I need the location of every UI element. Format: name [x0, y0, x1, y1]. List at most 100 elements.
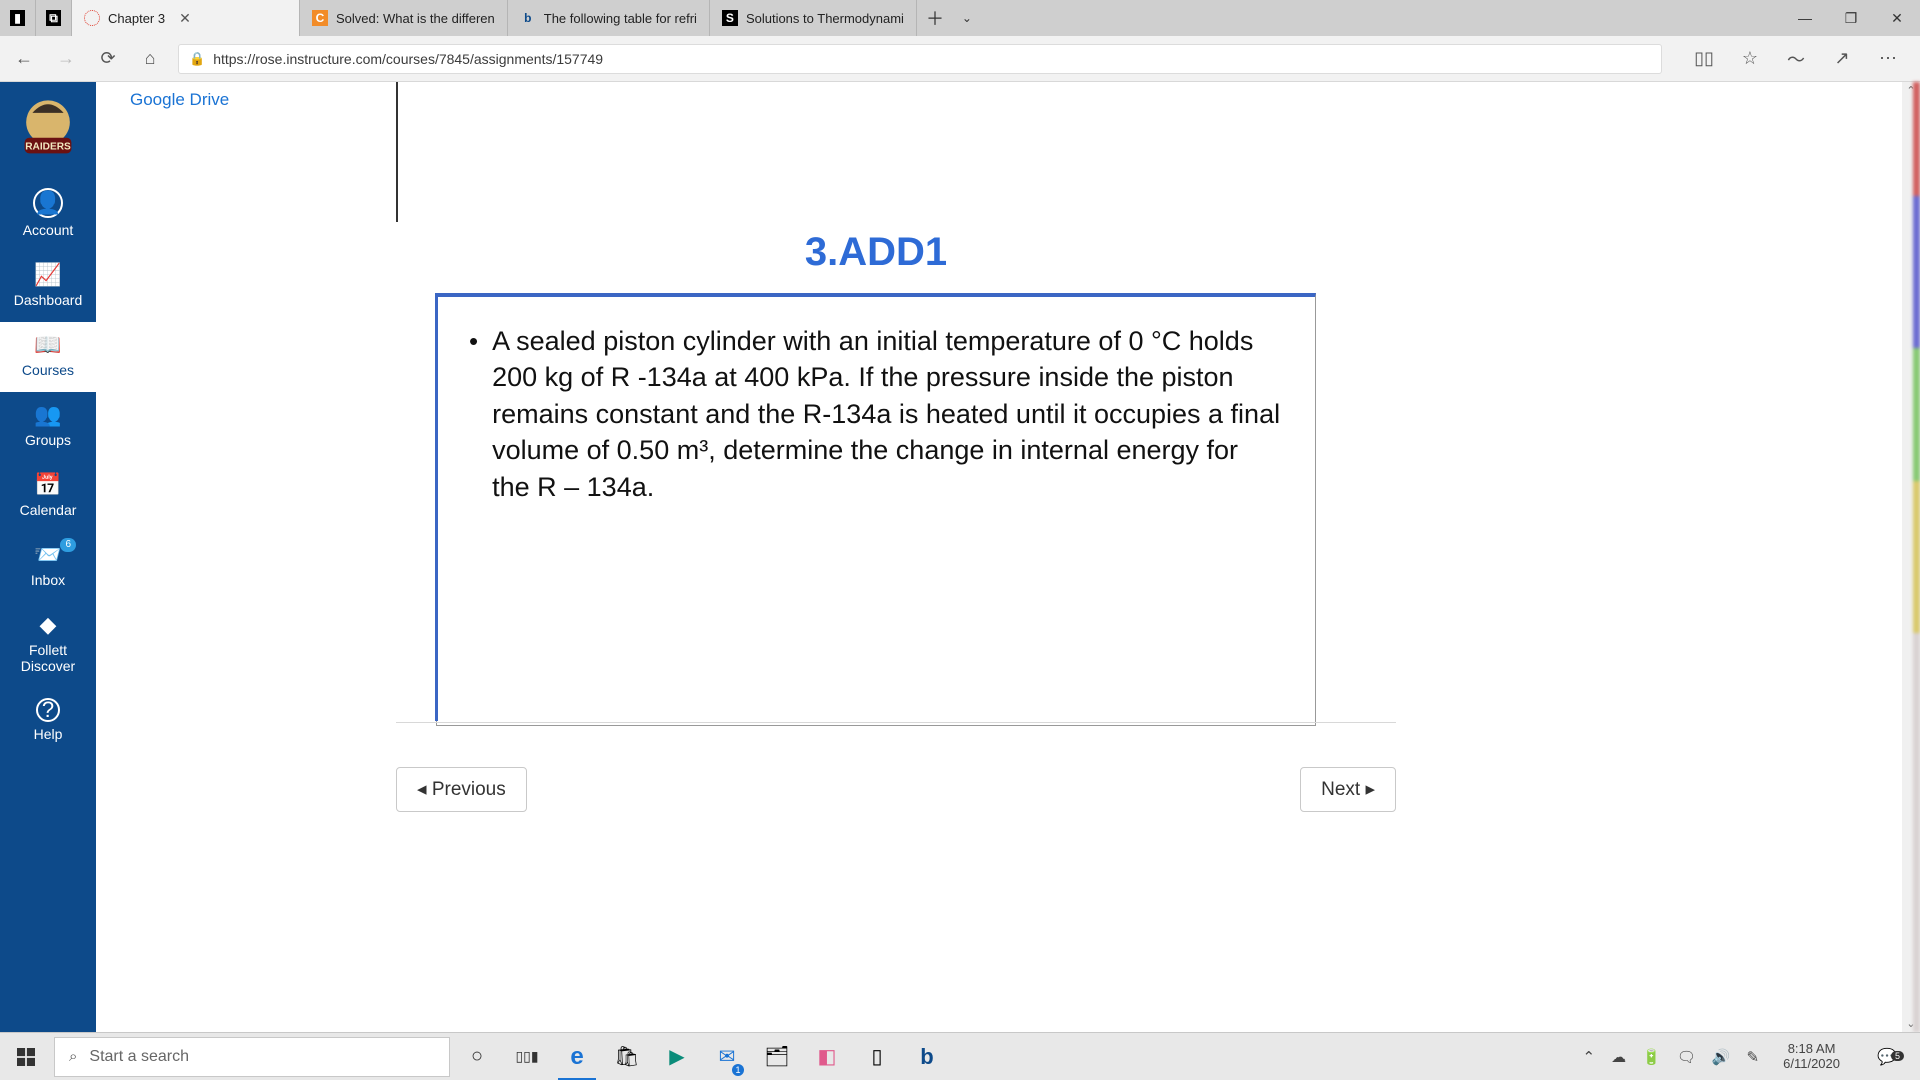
tray-battery-icon[interactable]: 🔋 — [1642, 1048, 1661, 1066]
tab-title: The following table for refri — [544, 11, 697, 26]
notification-count-badge: 5 — [1891, 1051, 1904, 1061]
tray-input-icon[interactable]: 🗨 — [1677, 1048, 1696, 1066]
tray-pen-icon[interactable]: ✎ — [1747, 1048, 1760, 1066]
slide-title: 3.ADD1 — [396, 230, 1356, 275]
browser-nav-bar: ← → ⟳ ⌂ 🔒 https://rose.instructure.com/c… — [0, 36, 1920, 82]
slide-left-edge — [396, 82, 1356, 222]
taskview-icon[interactable]: ▯▯▮ — [502, 1033, 552, 1080]
paint-icon[interactable]: ◧ — [802, 1033, 852, 1080]
window-edge-decoration — [1913, 82, 1920, 1032]
tabs-dropdown-button[interactable]: ⌄ — [953, 0, 981, 36]
slader-favicon: S — [722, 10, 738, 26]
reading-view-icon[interactable]: ▯▯ — [1690, 45, 1718, 73]
clock-time: 8:18 AM — [1783, 1042, 1840, 1057]
sidebar-label: Inbox — [31, 572, 65, 588]
tab-close-icon[interactable]: ✕ — [179, 10, 191, 27]
explorer-icon[interactable]: 🗂 — [752, 1033, 802, 1080]
tab-chegg[interactable]: C Solved: What is the differen — [300, 0, 508, 36]
tab-slader[interactable]: S Solutions to Thermodynami — [710, 0, 917, 36]
canvas-favicon — [84, 10, 100, 26]
sidebar-label: Courses — [22, 362, 74, 378]
favorite-star-icon[interactable]: ☆ — [1736, 45, 1764, 73]
search-icon: ⌕ — [69, 1048, 77, 1065]
slide-bullet: • A sealed piston cylinder with an initi… — [469, 323, 1283, 505]
taskbar-search[interactable]: ⌕ Start a search — [54, 1037, 450, 1077]
window-controls: — ❐ ✕ — [1782, 0, 1920, 36]
start-button[interactable] — [0, 1033, 52, 1080]
bullet-dot-icon: • — [469, 323, 478, 505]
inbox-badge: 6 — [60, 538, 76, 552]
sidebar-item-inbox[interactable]: 6 📨 Inbox — [0, 532, 96, 602]
course-nav-google-drive[interactable]: Google Drive — [130, 90, 229, 110]
more-menu-icon[interactable]: ⋯ — [1874, 45, 1902, 73]
school-logo[interactable]: RAIDERS — [0, 82, 96, 178]
edge-icon[interactable]: e — [552, 1033, 602, 1080]
courses-icon: 📖 — [34, 332, 61, 358]
assignment-slide: 3.ADD1 • A sealed piston cylinder with a… — [396, 82, 1356, 726]
tab-0[interactable]: ▮ — [0, 0, 36, 36]
tab-1-favicon: ⧉ — [46, 10, 61, 26]
content-area: Google Drive 3.ADD1 • A sealed piston cy… — [96, 82, 1920, 1032]
taskbar-apps: ○ ▯▯▮ e 🛍 ▶ ✉ 🗂 ◧ ▯ b — [452, 1033, 952, 1080]
sidebar-label: Account — [23, 222, 74, 238]
tab-bartleby[interactable]: b The following table for refri — [508, 0, 710, 36]
account-avatar-icon: 👤 — [33, 188, 63, 218]
tab-title: Chapter 3 — [108, 11, 165, 26]
page-viewport: RAIDERS 👤 Account 📈 Dashboard 📖 Courses … — [0, 82, 1920, 1032]
maximize-button[interactable]: ❐ — [1828, 0, 1874, 36]
sidebar-item-groups[interactable]: 👥 Groups — [0, 392, 96, 462]
sidebar-label: Help — [34, 726, 63, 742]
slide-body-box: • A sealed piston cylinder with an initi… — [436, 293, 1316, 726]
new-tab-button[interactable]: ＋ — [917, 0, 953, 36]
cortana-icon[interactable]: ○ — [452, 1033, 502, 1080]
minimize-button[interactable]: — — [1782, 0, 1828, 36]
bing-icon[interactable]: ▶ — [652, 1033, 702, 1080]
sidebar-item-account[interactable]: 👤 Account — [0, 178, 96, 252]
url-text: https://rose.instructure.com/courses/784… — [213, 51, 603, 67]
sidebar-item-dashboard[interactable]: 📈 Dashboard — [0, 252, 96, 322]
tab-1[interactable]: ⧉ — [36, 0, 72, 36]
mail-icon[interactable]: ✉ — [702, 1033, 752, 1080]
sidebar-label: Dashboard — [14, 292, 83, 308]
back-button[interactable]: ← — [10, 45, 38, 73]
refresh-button[interactable]: ⟳ — [94, 45, 122, 73]
sidebar-item-help[interactable]: ? Help — [0, 688, 96, 756]
bartleby-favicon: b — [520, 10, 536, 26]
share-icon[interactable]: ↗ — [1828, 45, 1856, 73]
lock-icon: 🔒 — [189, 51, 205, 67]
previous-button[interactable]: ◂ Previous — [396, 767, 527, 812]
browser-tab-strip: ▮ ⧉ Chapter 3 ✕ C Solved: What is the di… — [0, 0, 1920, 36]
windows-taskbar: ⌕ Start a search ○ ▯▯▮ e 🛍 ▶ ✉ 🗂 ◧ ▯ b ⌃… — [0, 1032, 1920, 1080]
text-app-icon[interactable]: ▯ — [852, 1033, 902, 1080]
tab-chapter-3[interactable]: Chapter 3 ✕ — [72, 0, 300, 36]
tray-chevron-icon[interactable]: ⌃ — [1583, 1048, 1596, 1066]
svg-text:RAIDERS: RAIDERS — [25, 142, 71, 153]
sidebar-item-calendar[interactable]: 📅 Calendar — [0, 462, 96, 532]
action-center-button[interactable]: 💬 5 — [1864, 1047, 1910, 1067]
sidebar-item-follett[interactable]: ◆ Follett Discover — [0, 602, 96, 688]
sidebar-label: Follett Discover — [0, 642, 96, 674]
sidebar-item-courses[interactable]: 📖 Courses — [0, 322, 96, 392]
assignment-pager: ◂ Previous Next ▸ — [396, 722, 1396, 812]
dashboard-icon: 📈 — [34, 262, 61, 288]
system-tray: ⌃ ☁ 🔋 🗨 🔊 ✎ 8:18 AM 6/11/2020 💬 5 — [1573, 1042, 1920, 1072]
notes-icon[interactable]: ～ — [1782, 45, 1810, 73]
inbox-icon: 📨 — [34, 542, 61, 568]
clock-date: 6/11/2020 — [1783, 1057, 1840, 1072]
sidebar-label: Groups — [25, 432, 71, 448]
slide-body-text: A sealed piston cylinder with an initial… — [492, 323, 1283, 505]
help-icon: ? — [36, 698, 60, 722]
tray-volume-icon[interactable]: 🔊 — [1712, 1048, 1731, 1066]
home-button[interactable]: ⌂ — [136, 45, 164, 73]
b-app-icon[interactable]: b — [902, 1033, 952, 1080]
store-icon[interactable]: 🛍 — [602, 1033, 652, 1080]
sidebar-label: Calendar — [20, 502, 77, 518]
forward-button[interactable]: → — [52, 45, 80, 73]
tray-cloud-icon[interactable]: ☁ — [1611, 1048, 1626, 1066]
address-bar[interactable]: 🔒 https://rose.instructure.com/courses/7… — [178, 44, 1662, 74]
canvas-global-nav: RAIDERS 👤 Account 📈 Dashboard 📖 Courses … — [0, 82, 96, 1032]
taskbar-clock[interactable]: 8:18 AM 6/11/2020 — [1775, 1042, 1848, 1072]
next-button[interactable]: Next ▸ — [1300, 767, 1396, 812]
calendar-icon: 📅 — [34, 472, 61, 498]
close-window-button[interactable]: ✕ — [1874, 0, 1920, 36]
